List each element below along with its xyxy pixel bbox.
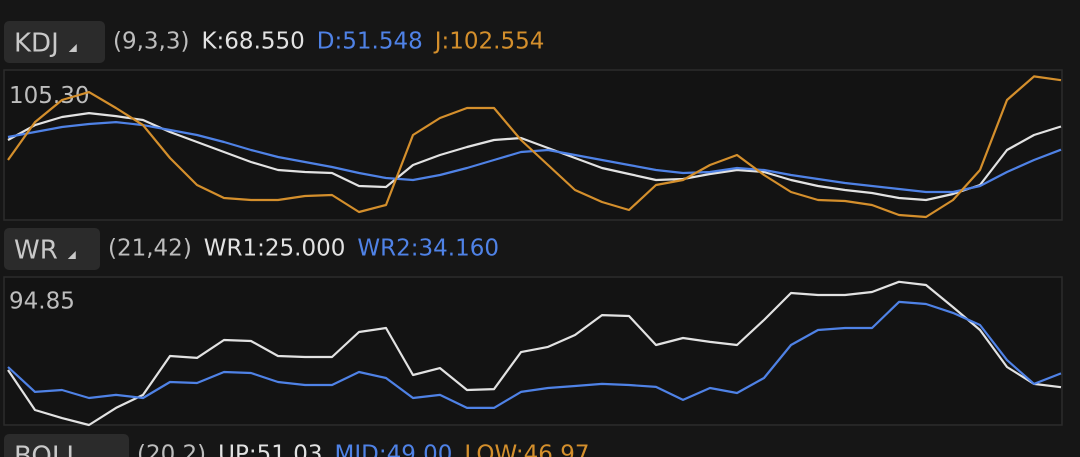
legend-item: MID:49.00 xyxy=(334,442,452,457)
series-line xyxy=(7,300,1062,409)
indicator-selector[interactable] xyxy=(4,21,105,63)
legend-item: K:68.550 xyxy=(201,29,304,55)
dropdown-arrow xyxy=(67,251,76,259)
series-line xyxy=(7,121,1062,194)
indicator-params: (9,3,3) xyxy=(113,29,189,55)
series-line xyxy=(7,75,1062,219)
legend-item: UP:51.03 xyxy=(218,442,322,457)
legend-item: LOW:46.97 xyxy=(464,442,589,457)
y-tick-label: 94.85 xyxy=(9,288,75,314)
plot-area xyxy=(3,276,1063,426)
indicator-name: WR xyxy=(14,236,58,266)
indicator-selector[interactable] xyxy=(4,434,129,457)
indicator-selector[interactable] xyxy=(4,228,100,270)
legend-item: D:51.548 xyxy=(317,29,423,55)
legend-item: WR2:34.160 xyxy=(357,236,499,262)
indicator-params: (20,2) xyxy=(137,442,206,457)
indicator-name: KDJ xyxy=(14,29,59,59)
series-line xyxy=(7,280,1062,427)
dropdown-arrow xyxy=(68,44,77,52)
indicator-params: (21,42) xyxy=(108,236,192,262)
indicator-name: BOLL xyxy=(14,442,81,457)
series-line xyxy=(7,112,1062,202)
legend-item: WR1:25.000 xyxy=(204,236,346,262)
legend-item: J:102.554 xyxy=(433,29,545,55)
